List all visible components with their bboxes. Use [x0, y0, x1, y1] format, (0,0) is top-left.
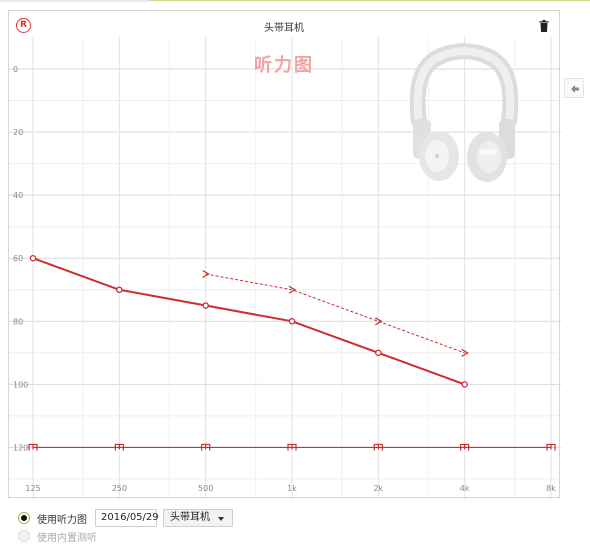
- data-point-marker[interactable]: [201, 443, 211, 451]
- data-point-marker[interactable]: [288, 285, 297, 294]
- data-point-marker[interactable]: [288, 318, 296, 325]
- builtin-test-label: 使用内置测听: [37, 532, 97, 544]
- data-point-marker[interactable]: [461, 348, 469, 357]
- top-tab-strip: [0, 0, 150, 2]
- data-point-marker[interactable]: [461, 381, 468, 388]
- data-point-marker[interactable]: [375, 317, 383, 326]
- y-tick-label: 100: [13, 380, 28, 389]
- panel-header: R 头带耳机: [9, 11, 559, 37]
- series-line-1: [205, 273, 465, 354]
- audiogram-chart: 0 20 40 60 80 100 120 125 250 500 1k 2k 4k 8k: [9, 37, 561, 499]
- chart-watermark-label: 听力图: [254, 55, 314, 76]
- headphones-illustration: [409, 42, 519, 182]
- use-audiogram-radio[interactable]: [18, 512, 30, 524]
- use-audiogram-label: 使用听力图: [37, 514, 87, 526]
- data-point-marker[interactable]: [460, 443, 470, 451]
- builtin-test-row: 使用内置测听: [18, 528, 97, 544]
- series-line-0: [32, 257, 466, 386]
- top-border: [0, 0, 590, 6]
- data-point-marker[interactable]: [28, 443, 38, 451]
- y-tick-label: 80: [13, 317, 23, 326]
- chevron-down-icon: [218, 517, 224, 521]
- panel-title: 头带耳机: [264, 23, 304, 34]
- y-tick-label: 20: [13, 128, 23, 137]
- y-tick-label: 0: [13, 65, 18, 74]
- x-tick-label: 125: [25, 484, 40, 493]
- device-select-value: 头带耳机: [170, 512, 210, 523]
- use-audiogram-row: 使用听力图 2016/05/29 头带耳机: [18, 508, 233, 528]
- data-point-marker[interactable]: [546, 443, 556, 451]
- data-point-marker[interactable]: [116, 286, 123, 294]
- audiogram-panel: 0 20 40 60 80 100 120 125 250 500 1k 2k 4k 8k R 头带耳机: [8, 10, 561, 499]
- y-tick-label: 120: [13, 443, 28, 452]
- arrow-left-icon: [571, 85, 579, 93]
- y-tick-label: 60: [13, 254, 23, 263]
- date-field[interactable]: 2016/05/29: [95, 509, 159, 527]
- x-tick-label: 8k: [546, 484, 556, 493]
- x-tick-label: 2k: [373, 484, 383, 493]
- data-point-marker[interactable]: [29, 254, 37, 262]
- data-point-marker[interactable]: [287, 443, 297, 451]
- right-ear-badge[interactable]: R: [16, 18, 31, 33]
- x-tick-label: 4k: [460, 484, 470, 493]
- collapse-button[interactable]: [564, 78, 584, 98]
- device-select[interactable]: 头带耳机: [163, 509, 233, 527]
- data-point-marker[interactable]: [375, 349, 382, 357]
- trash-icon[interactable]: [539, 20, 549, 32]
- x-tick-label: 500: [198, 484, 213, 493]
- x-tick-label: 250: [112, 484, 127, 493]
- data-point-marker[interactable]: [202, 302, 209, 309]
- data-point-marker[interactable]: [114, 443, 124, 451]
- data-point-marker[interactable]: [373, 443, 383, 451]
- data-point-marker[interactable]: [202, 269, 210, 279]
- x-tick-label: 1k: [287, 484, 297, 493]
- y-tick-label: 40: [13, 191, 23, 200]
- builtin-test-radio[interactable]: [18, 530, 30, 542]
